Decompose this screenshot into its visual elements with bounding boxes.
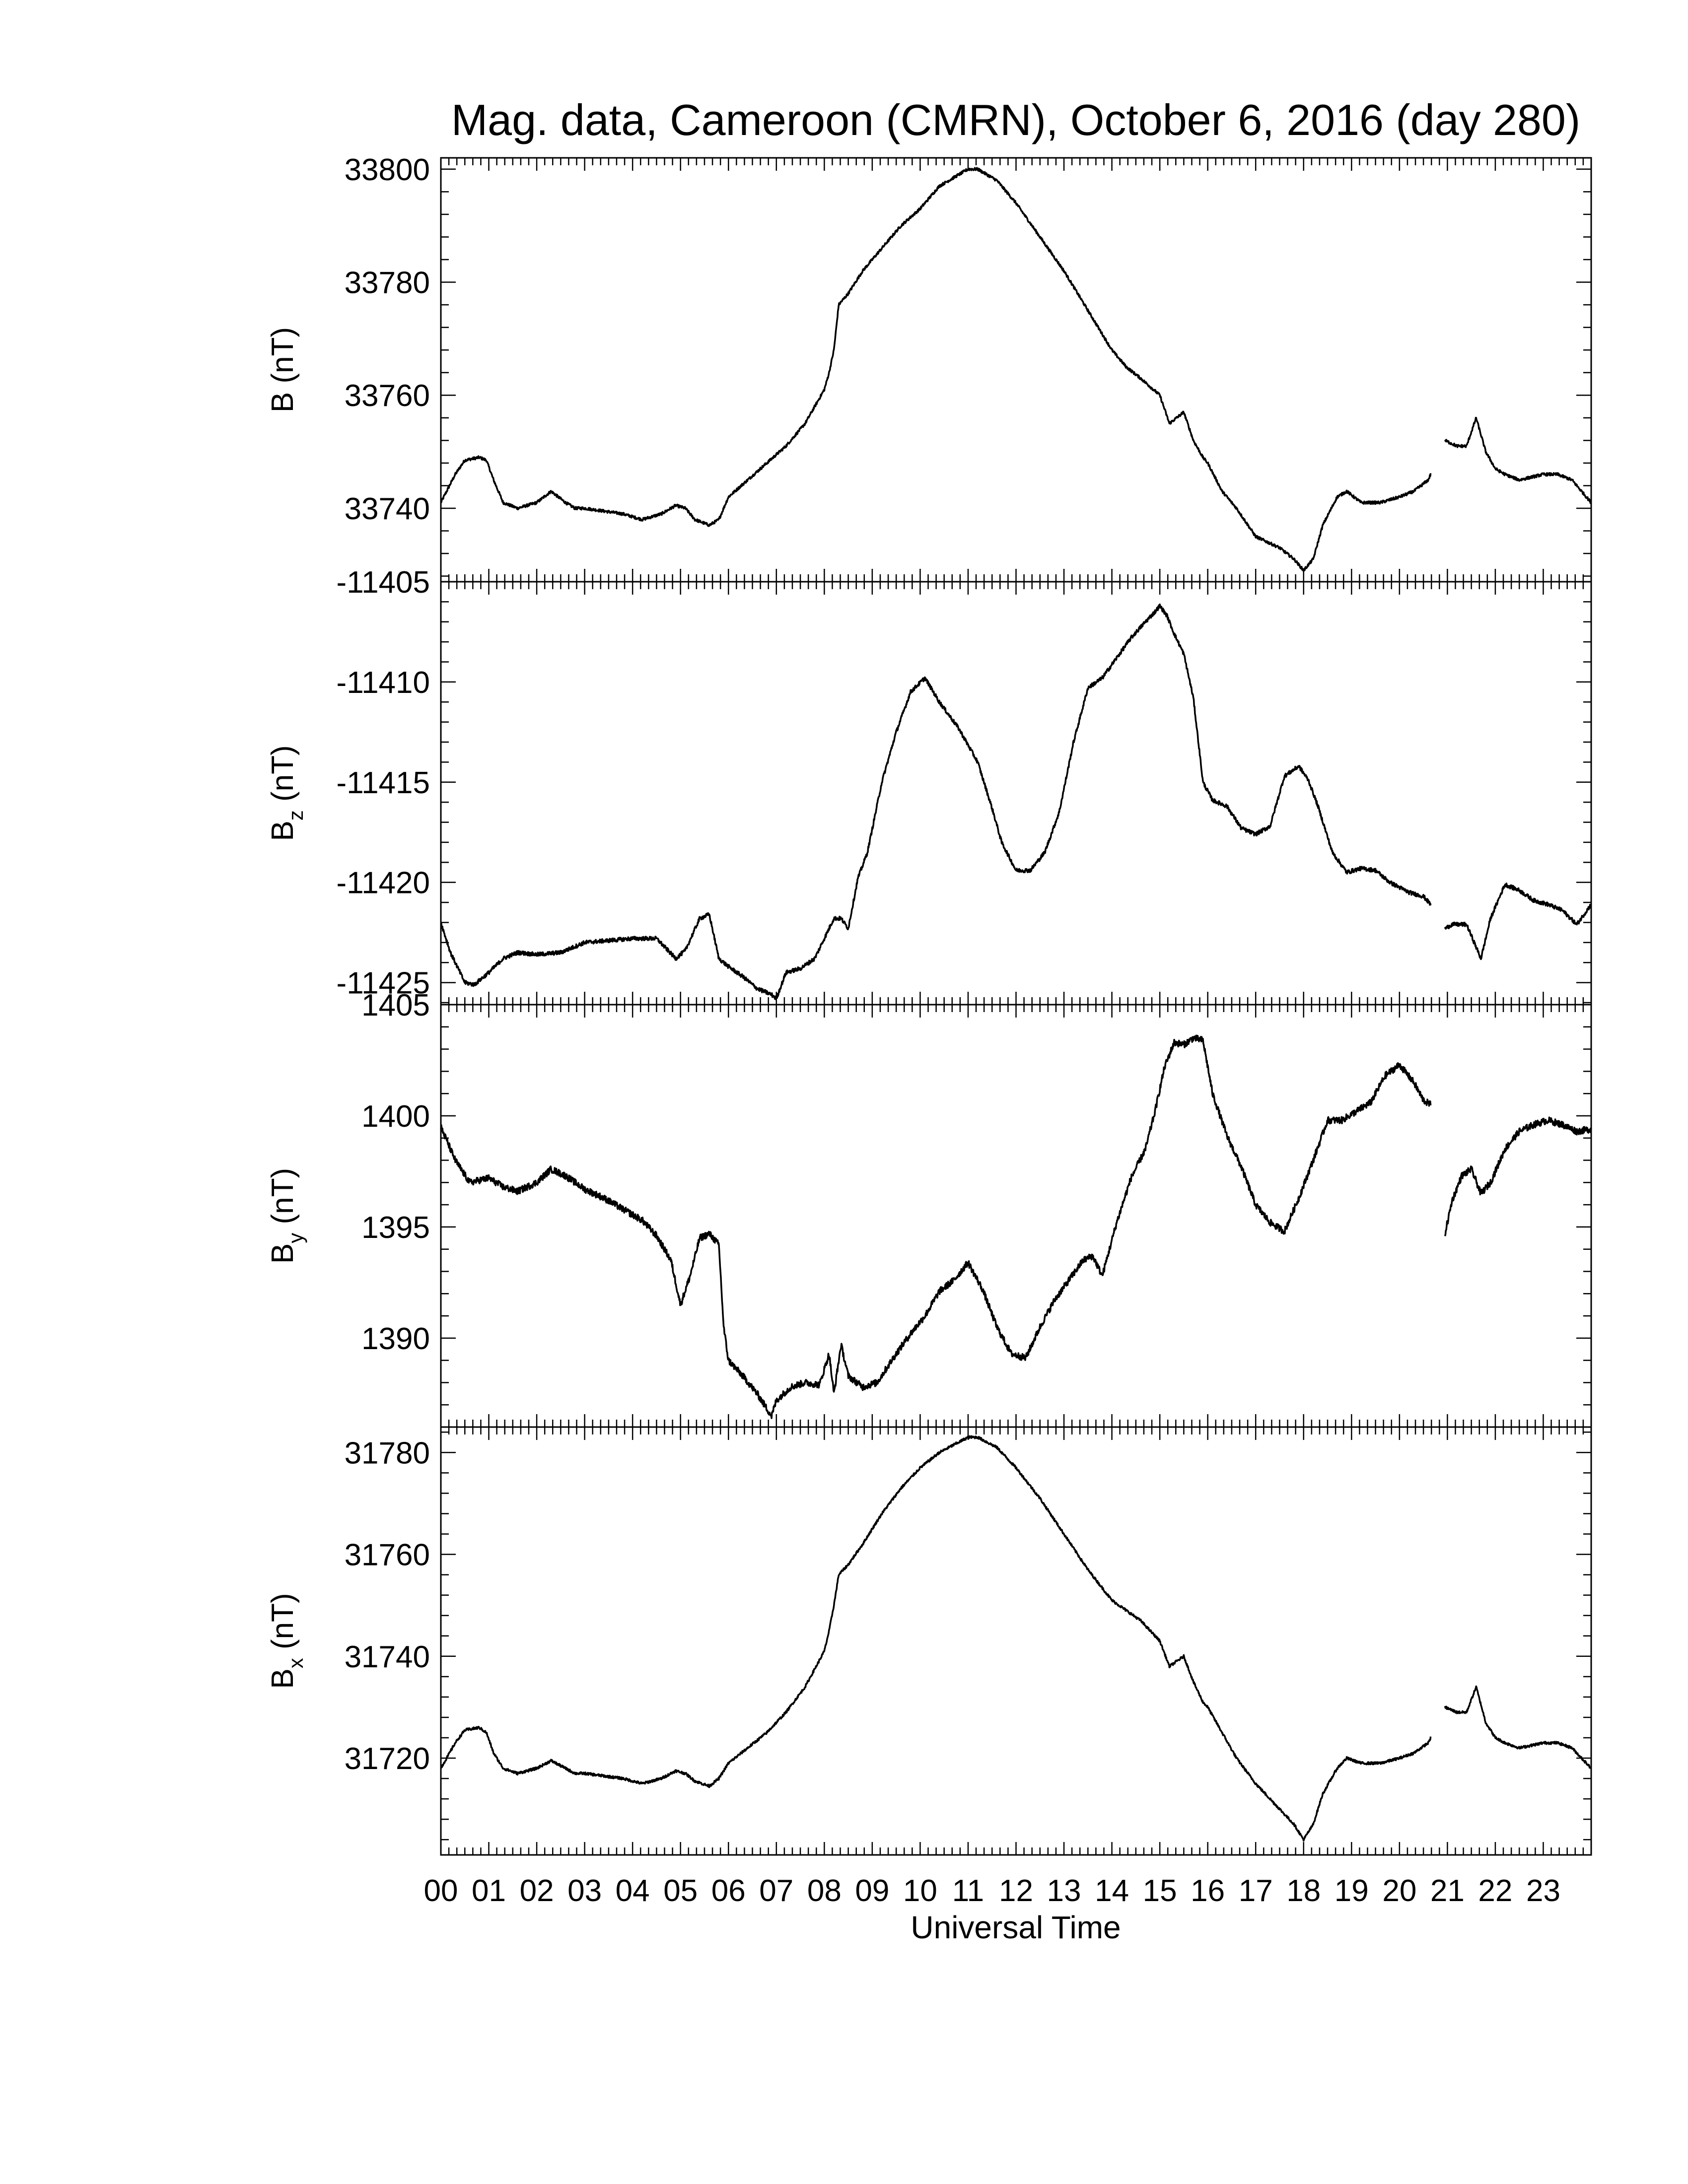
y-tick-label: 33800 [345,153,430,187]
x-tick-label: 09 [855,1874,889,1908]
series-line-Bz-seg2 [1444,883,1592,960]
y-axis-label: By (nT) [266,1168,307,1264]
y-tick-label: -11420 [337,866,430,900]
series-line-Bx-seg2 [1444,1685,1592,1770]
y-tick-label: 31740 [345,1640,430,1674]
y-tick-label: 31780 [345,1436,430,1470]
y-tick-label: 1395 [361,1211,430,1245]
x-tick-label: 05 [663,1874,698,1908]
y-axis-label: Bz (nT) [266,745,307,841]
y-tick-label: 31760 [345,1538,430,1572]
x-tick-label: 21 [1430,1874,1465,1908]
panel-B: 33740 33760 33780 33800 B (nT) [266,153,1592,583]
x-tick-label: 23 [1526,1874,1560,1908]
x-tick-label: 02 [520,1874,554,1908]
x-tick-label: 11 [952,1874,984,1908]
y-tick-label: 1390 [361,1322,430,1356]
y-axis-label: Bx (nT) [266,1593,307,1689]
x-tick-label: 04 [616,1874,650,1908]
x-tick-label: 20 [1382,1874,1416,1908]
y-axis-label: B (nT) [266,327,300,412]
panel-Bz: -11425 -11420 -11415 -11410 -11405 Bz (nT) [266,565,1592,1006]
y-tick-label: 31720 [345,1742,430,1776]
series-line-By-seg1 [440,1034,1432,1419]
y-tick-label: -11415 [337,766,430,800]
x-tick-label: 18 [1286,1874,1321,1908]
x-tick-label: 17 [1239,1874,1273,1908]
panel-Bx: 31720 31740 31760 31780 Bx (nT) [266,1426,1592,1856]
panel-frame [440,1004,1592,1428]
y-tick-label: -11405 [337,565,430,600]
y-tick-label: 33740 [345,492,430,526]
x-tick-label: 08 [807,1874,842,1908]
y-tick-label: 33760 [345,379,430,413]
y-tick-label: 1405 [361,988,430,1023]
chart-title: Mag. data, Cameroon (CMRN), October 6, 2… [451,95,1580,144]
panel-frame [440,1426,1592,1856]
y-tick-label: -11410 [337,666,430,700]
x-tick-label: 22 [1478,1874,1512,1908]
x-tick-label: 07 [759,1874,793,1908]
panel-frame [440,157,1592,583]
series-line-Bz-seg1 [440,603,1432,1001]
x-tick-label: 13 [1047,1874,1081,1908]
x-tick-label: 06 [711,1874,746,1908]
x-tick-label: 03 [567,1874,602,1908]
series-line-B-seg2 [1444,416,1592,504]
x-tick-label: 19 [1335,1874,1369,1908]
x-axis-label: Universal Time [911,1910,1121,1945]
x-tick-label: 01 [472,1874,506,1908]
x-tick-label: 12 [999,1874,1033,1908]
x-tick-label: 10 [903,1874,937,1908]
y-tick-label: 1400 [361,1099,430,1134]
x-tick-label: 14 [1095,1874,1129,1908]
series-line-B-seg1 [440,167,1432,572]
y-tick-label: -11425 [337,966,430,1001]
panel-By: 1390 1395 1400 1405 By (nT) [266,988,1592,1428]
y-tick-label: 33780 [345,266,430,300]
x-tick-label: 15 [1143,1874,1177,1908]
series-line-Bx-seg1 [440,1435,1432,1842]
x-tick-label: 00 [424,1874,458,1908]
series-line-By-seg2 [1444,1116,1592,1236]
x-tick-label: 16 [1191,1874,1225,1908]
